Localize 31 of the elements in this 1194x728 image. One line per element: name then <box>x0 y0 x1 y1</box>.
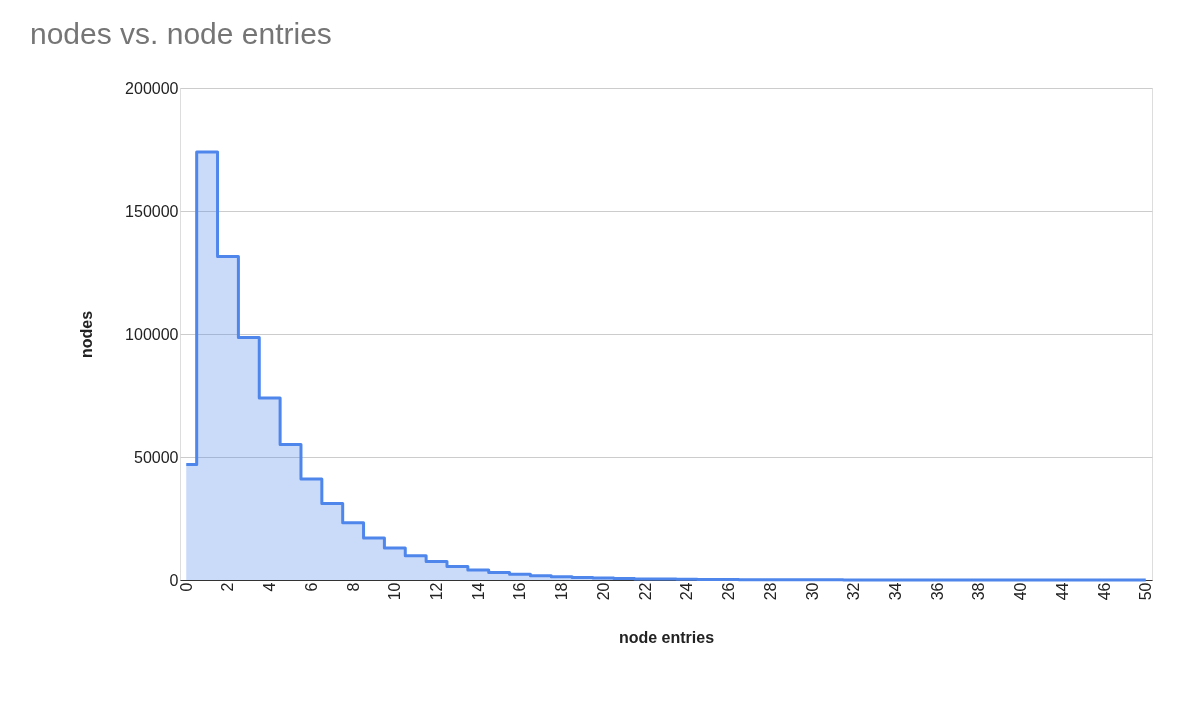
x-tick-label: 24 <box>678 582 696 601</box>
y-tick-label: 200000 <box>125 79 179 97</box>
y-tick-label: 50000 <box>134 448 179 466</box>
x-axis-title: node entries <box>618 629 715 647</box>
x-tick-label: 16 <box>511 582 529 601</box>
x-tick-label: 40 <box>1012 582 1030 601</box>
x-tick-label: 50 <box>1137 582 1155 601</box>
x-tick-label: 2 <box>219 582 237 592</box>
x-tick-label: 44 <box>1053 582 1071 601</box>
x-tick-label: 22 <box>636 582 654 601</box>
x-tick-label: 18 <box>553 582 571 601</box>
y-tick-label: 100000 <box>125 325 179 343</box>
x-tick-label: 46 <box>1095 582 1113 601</box>
x-tick-label: 4 <box>261 582 279 592</box>
x-tick-label: 6 <box>302 582 320 592</box>
x-tick-label: 36 <box>928 582 946 601</box>
x-tick-label: 14 <box>469 582 487 601</box>
x-tick-label: 38 <box>970 582 988 601</box>
x-tick-label: 28 <box>761 582 779 601</box>
chart-title: nodes vs. node entries <box>30 17 332 50</box>
y-axis-title: nodes <box>78 310 96 359</box>
x-tick-label: 32 <box>845 582 863 601</box>
x-tick-label: 34 <box>886 582 904 601</box>
x-tick-label: 20 <box>594 582 612 601</box>
x-tick-label: 0 <box>177 582 195 592</box>
x-tick-label: 30 <box>803 582 821 601</box>
y-tick-label: 150000 <box>125 202 179 220</box>
x-tick-label: 12 <box>428 582 446 601</box>
x-tick-label: 10 <box>386 582 404 601</box>
x-tick-label: 26 <box>720 582 738 601</box>
x-tick-label: 8 <box>344 582 362 592</box>
